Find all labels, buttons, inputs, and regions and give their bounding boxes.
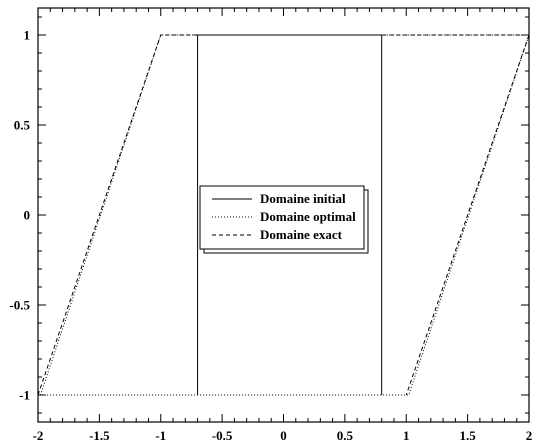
x-tick-label: 0.5 [337, 428, 354, 443]
x-tick-label: 2 [526, 428, 533, 443]
y-tick-label: 0.5 [14, 118, 31, 133]
y-tick-label: -1 [19, 388, 30, 403]
series-line-2 [38, 34, 529, 396]
y-tick-label: 1 [24, 28, 31, 43]
x-tick-label: 1 [403, 428, 410, 443]
legend-label-exact: Domaine exact [260, 227, 343, 242]
x-tick-label: -2 [33, 428, 44, 443]
x-tick-label: -1.5 [89, 428, 110, 443]
legend: Domaine initial Domaine optimal Domaine … [199, 185, 369, 254]
y-tick-label: -0.5 [9, 298, 30, 313]
y-tick-label: 0 [24, 208, 31, 223]
x-tick-label: 1.5 [460, 428, 477, 443]
series-layer [38, 34, 529, 396]
x-tick-label: -0.5 [212, 428, 233, 443]
series-line-0 [197, 34, 383, 395]
tick-layer: -2 -1.5 -1 -0.5 0 0.5 1 1.5 2 -1 -0.5 0 0.5 1 [9, 8, 533, 443]
x-tick-label: 0 [280, 428, 287, 443]
legend-label-initial: Domaine initial [260, 191, 346, 206]
x-tick-label: -1 [155, 428, 166, 443]
legend-label-optimal: Domaine optimal [260, 209, 356, 224]
